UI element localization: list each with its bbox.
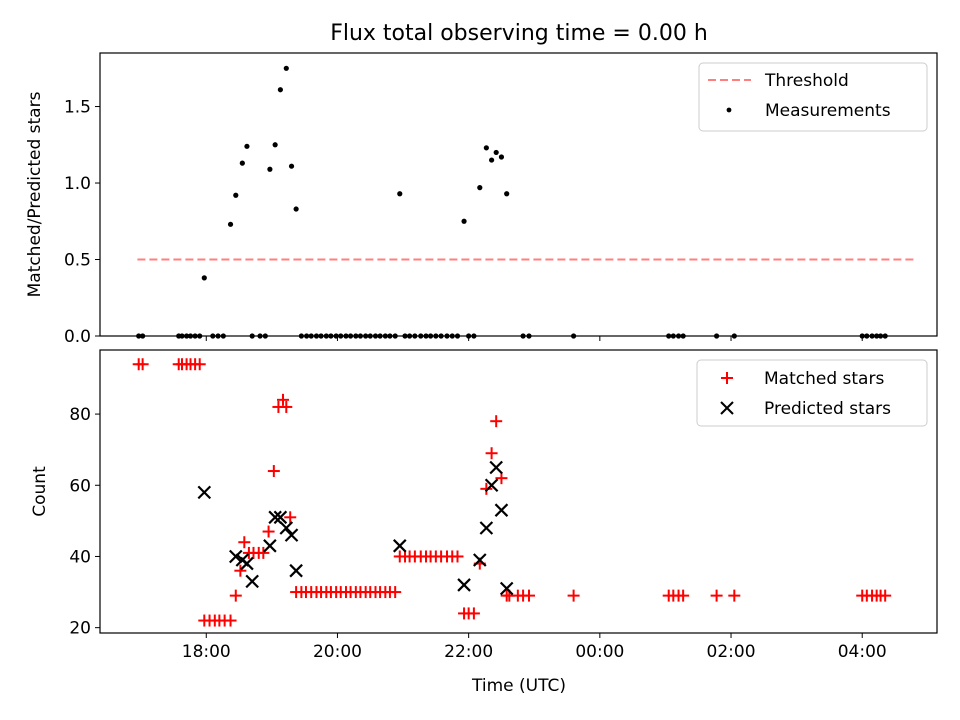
- matched-stars-point: [451, 550, 464, 563]
- top-y-tick-label: 1.0: [64, 174, 91, 194]
- bottom-plot-frame: [99, 349, 938, 634]
- measurement-point: [267, 166, 273, 172]
- bottom-panel: 20 40 60 80 18:00 20:00 22:00 00:00 02:00 04:00 C…: [30, 349, 938, 696]
- predicted-stars-point: [484, 478, 499, 493]
- matched-stars-point: [480, 482, 493, 495]
- x-tick-label: 20:00: [313, 642, 362, 662]
- matched-stars-point: [136, 358, 149, 371]
- predicted-stars-point: [473, 553, 487, 567]
- measurement-point: [239, 160, 245, 166]
- legend-measurements-label: Measurements: [765, 101, 891, 121]
- top-plot-frame: [99, 52, 938, 337]
- measurement-point: [493, 149, 499, 156]
- matched-stars-point: [728, 589, 741, 602]
- measurement-point: [477, 185, 483, 191]
- predicted-stars-point: [284, 528, 299, 542]
- measurement-point: [483, 145, 489, 151]
- figure-title: Flux total observing time = 0.00 h: [330, 21, 708, 46]
- matched-stars-point: [277, 393, 290, 406]
- top-legend-box: [698, 62, 928, 132]
- predicted-stars-point: [494, 503, 509, 517]
- matched-stars-point: [485, 447, 498, 460]
- x-tick-label: 22:00: [444, 642, 493, 662]
- top-y-tick-label: 0.5: [64, 251, 91, 271]
- legend-predicted-label: Predicted stars: [764, 399, 891, 419]
- x-axis-label: Time (UTC): [471, 676, 566, 696]
- legend-measurements-swatch: [726, 107, 732, 113]
- predicted-stars-point: [489, 460, 503, 475]
- measurement-point: [233, 192, 239, 198]
- matched-stars-point: [234, 564, 247, 577]
- bottom-y-tick-label: 60: [69, 476, 91, 496]
- matched-stars-point: [280, 400, 293, 413]
- top-y-tick-label: 0.0: [64, 327, 91, 347]
- measurement-point: [293, 206, 299, 212]
- legend-threshold-label: Threshold: [764, 71, 849, 91]
- matched-stars-point: [284, 511, 297, 524]
- bottom-axes: 20 40 60 80 18:00 20:00 22:00 00:00 02:00 04:00: [69, 405, 886, 662]
- matched-stars-point: [193, 358, 206, 371]
- predicted-stars-point: [229, 549, 243, 564]
- predicted-stars-point: [457, 578, 471, 592]
- bottom-y-axis-label: Count: [30, 466, 50, 517]
- predicted-stars-point: [263, 539, 277, 553]
- bottom-legend: Matched stars Predicted stars: [696, 359, 928, 427]
- matched-stars-point: [262, 525, 275, 538]
- measurement-point: [277, 87, 283, 93]
- predicted-stars-point: [268, 510, 282, 525]
- matched-stars-point: [257, 546, 270, 559]
- matched-stars-point: [879, 589, 892, 602]
- top-data-marks: [136, 65, 915, 339]
- measurement-point: [244, 143, 250, 149]
- matched-stars-point: [490, 415, 503, 428]
- legend-matched-swatch: [721, 372, 733, 384]
- measurement-point: [227, 221, 234, 227]
- predicted-stars-point: [499, 581, 514, 596]
- measurement-point: [461, 218, 467, 224]
- top-panel: 0.0 0.5 1.0 1.5 Matched/Predicted stars Thr…: [25, 52, 938, 347]
- matched-stars-point: [389, 586, 402, 599]
- matched-stars-point: [522, 589, 535, 602]
- matched-stars-point: [567, 589, 580, 602]
- predicted-stars-point: [479, 521, 494, 535]
- predicted-stars-point: [289, 563, 303, 578]
- bottom-data-marks: [132, 358, 892, 627]
- measurement-point: [397, 191, 403, 197]
- measurement-point: [201, 275, 207, 281]
- bottom-y-tick-label: 20: [69, 619, 91, 639]
- top-legend: Threshold Measurements: [698, 62, 928, 132]
- matched-stars-point: [677, 589, 690, 602]
- legend-matched-label: Matched stars: [764, 369, 884, 389]
- measurement-point: [498, 154, 505, 160]
- x-tick-label: 00:00: [575, 642, 624, 662]
- measurement-point: [504, 191, 510, 197]
- top-axes: 0.0 0.5 1.0 1.5: [64, 98, 863, 347]
- matched-stars-point: [267, 465, 280, 478]
- measurement-point: [288, 163, 295, 169]
- predicted-stars-point: [240, 556, 254, 571]
- measurement-point: [283, 65, 289, 71]
- bottom-legend-box: [696, 359, 928, 427]
- top-y-axis-label: Matched/Predicted stars: [25, 91, 45, 297]
- bottom-y-tick-label: 80: [69, 405, 91, 425]
- x-tick-label: 02:00: [707, 642, 756, 662]
- matched-stars-point: [710, 589, 723, 602]
- predicted-stars-point: [273, 510, 288, 525]
- predicted-stars-point: [392, 539, 407, 553]
- predicted-stars-point: [197, 485, 212, 500]
- top-y-tick-label: 1.5: [64, 98, 91, 118]
- predicted-stars-point: [245, 574, 259, 589]
- measurement-point: [272, 142, 278, 148]
- predicted-stars-point: [279, 521, 294, 535]
- matched-stars-point: [229, 589, 242, 602]
- bottom-y-tick-label: 40: [69, 547, 91, 567]
- x-tick-label: 04:00: [838, 642, 887, 662]
- matched-stars-point: [224, 614, 237, 627]
- x-tick-label: 18:00: [182, 642, 231, 662]
- matched-stars-point: [467, 607, 480, 620]
- measurement-point: [489, 157, 495, 163]
- matched-stars-point: [238, 536, 251, 549]
- legend-predicted-swatch: [720, 401, 734, 415]
